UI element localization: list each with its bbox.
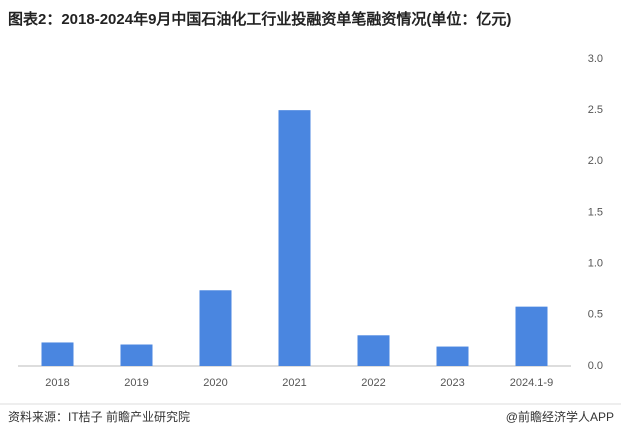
x-tick-label: 2024.1-9 bbox=[510, 377, 553, 389]
bar bbox=[515, 306, 548, 366]
bar bbox=[120, 344, 153, 366]
x-tick-label: 2020 bbox=[203, 377, 227, 389]
bar bbox=[41, 342, 74, 366]
credit: @前瞻经济学人APP bbox=[506, 409, 614, 424]
y-tick-label: 0.5 bbox=[588, 309, 603, 321]
y-tick-label: 2.5 bbox=[588, 104, 603, 116]
bar bbox=[199, 290, 232, 366]
y-tick-label: 1.5 bbox=[588, 206, 603, 218]
x-tick-label: 2022 bbox=[361, 377, 385, 389]
y-tick-label: 1.0 bbox=[588, 258, 603, 270]
x-tick-label: 2019 bbox=[124, 377, 148, 389]
x-tick-label: 2023 bbox=[440, 377, 464, 389]
y-tick-label: 2.0 bbox=[588, 155, 603, 167]
chart-title: 图表2：2018-2024年9月中国石油化工行业投融资单笔融资情况(单位：亿元) bbox=[8, 10, 511, 28]
y-tick-label: 0.0 bbox=[588, 360, 603, 372]
bar bbox=[436, 346, 469, 366]
y-tick-label: 3.0 bbox=[588, 53, 603, 65]
bar bbox=[357, 335, 390, 366]
x-tick-label: 2021 bbox=[282, 377, 306, 389]
bar bbox=[278, 110, 311, 367]
source: 资料来源：IT桔子 前瞻产业研究院 bbox=[8, 409, 190, 424]
x-tick-label: 2018 bbox=[45, 377, 69, 389]
